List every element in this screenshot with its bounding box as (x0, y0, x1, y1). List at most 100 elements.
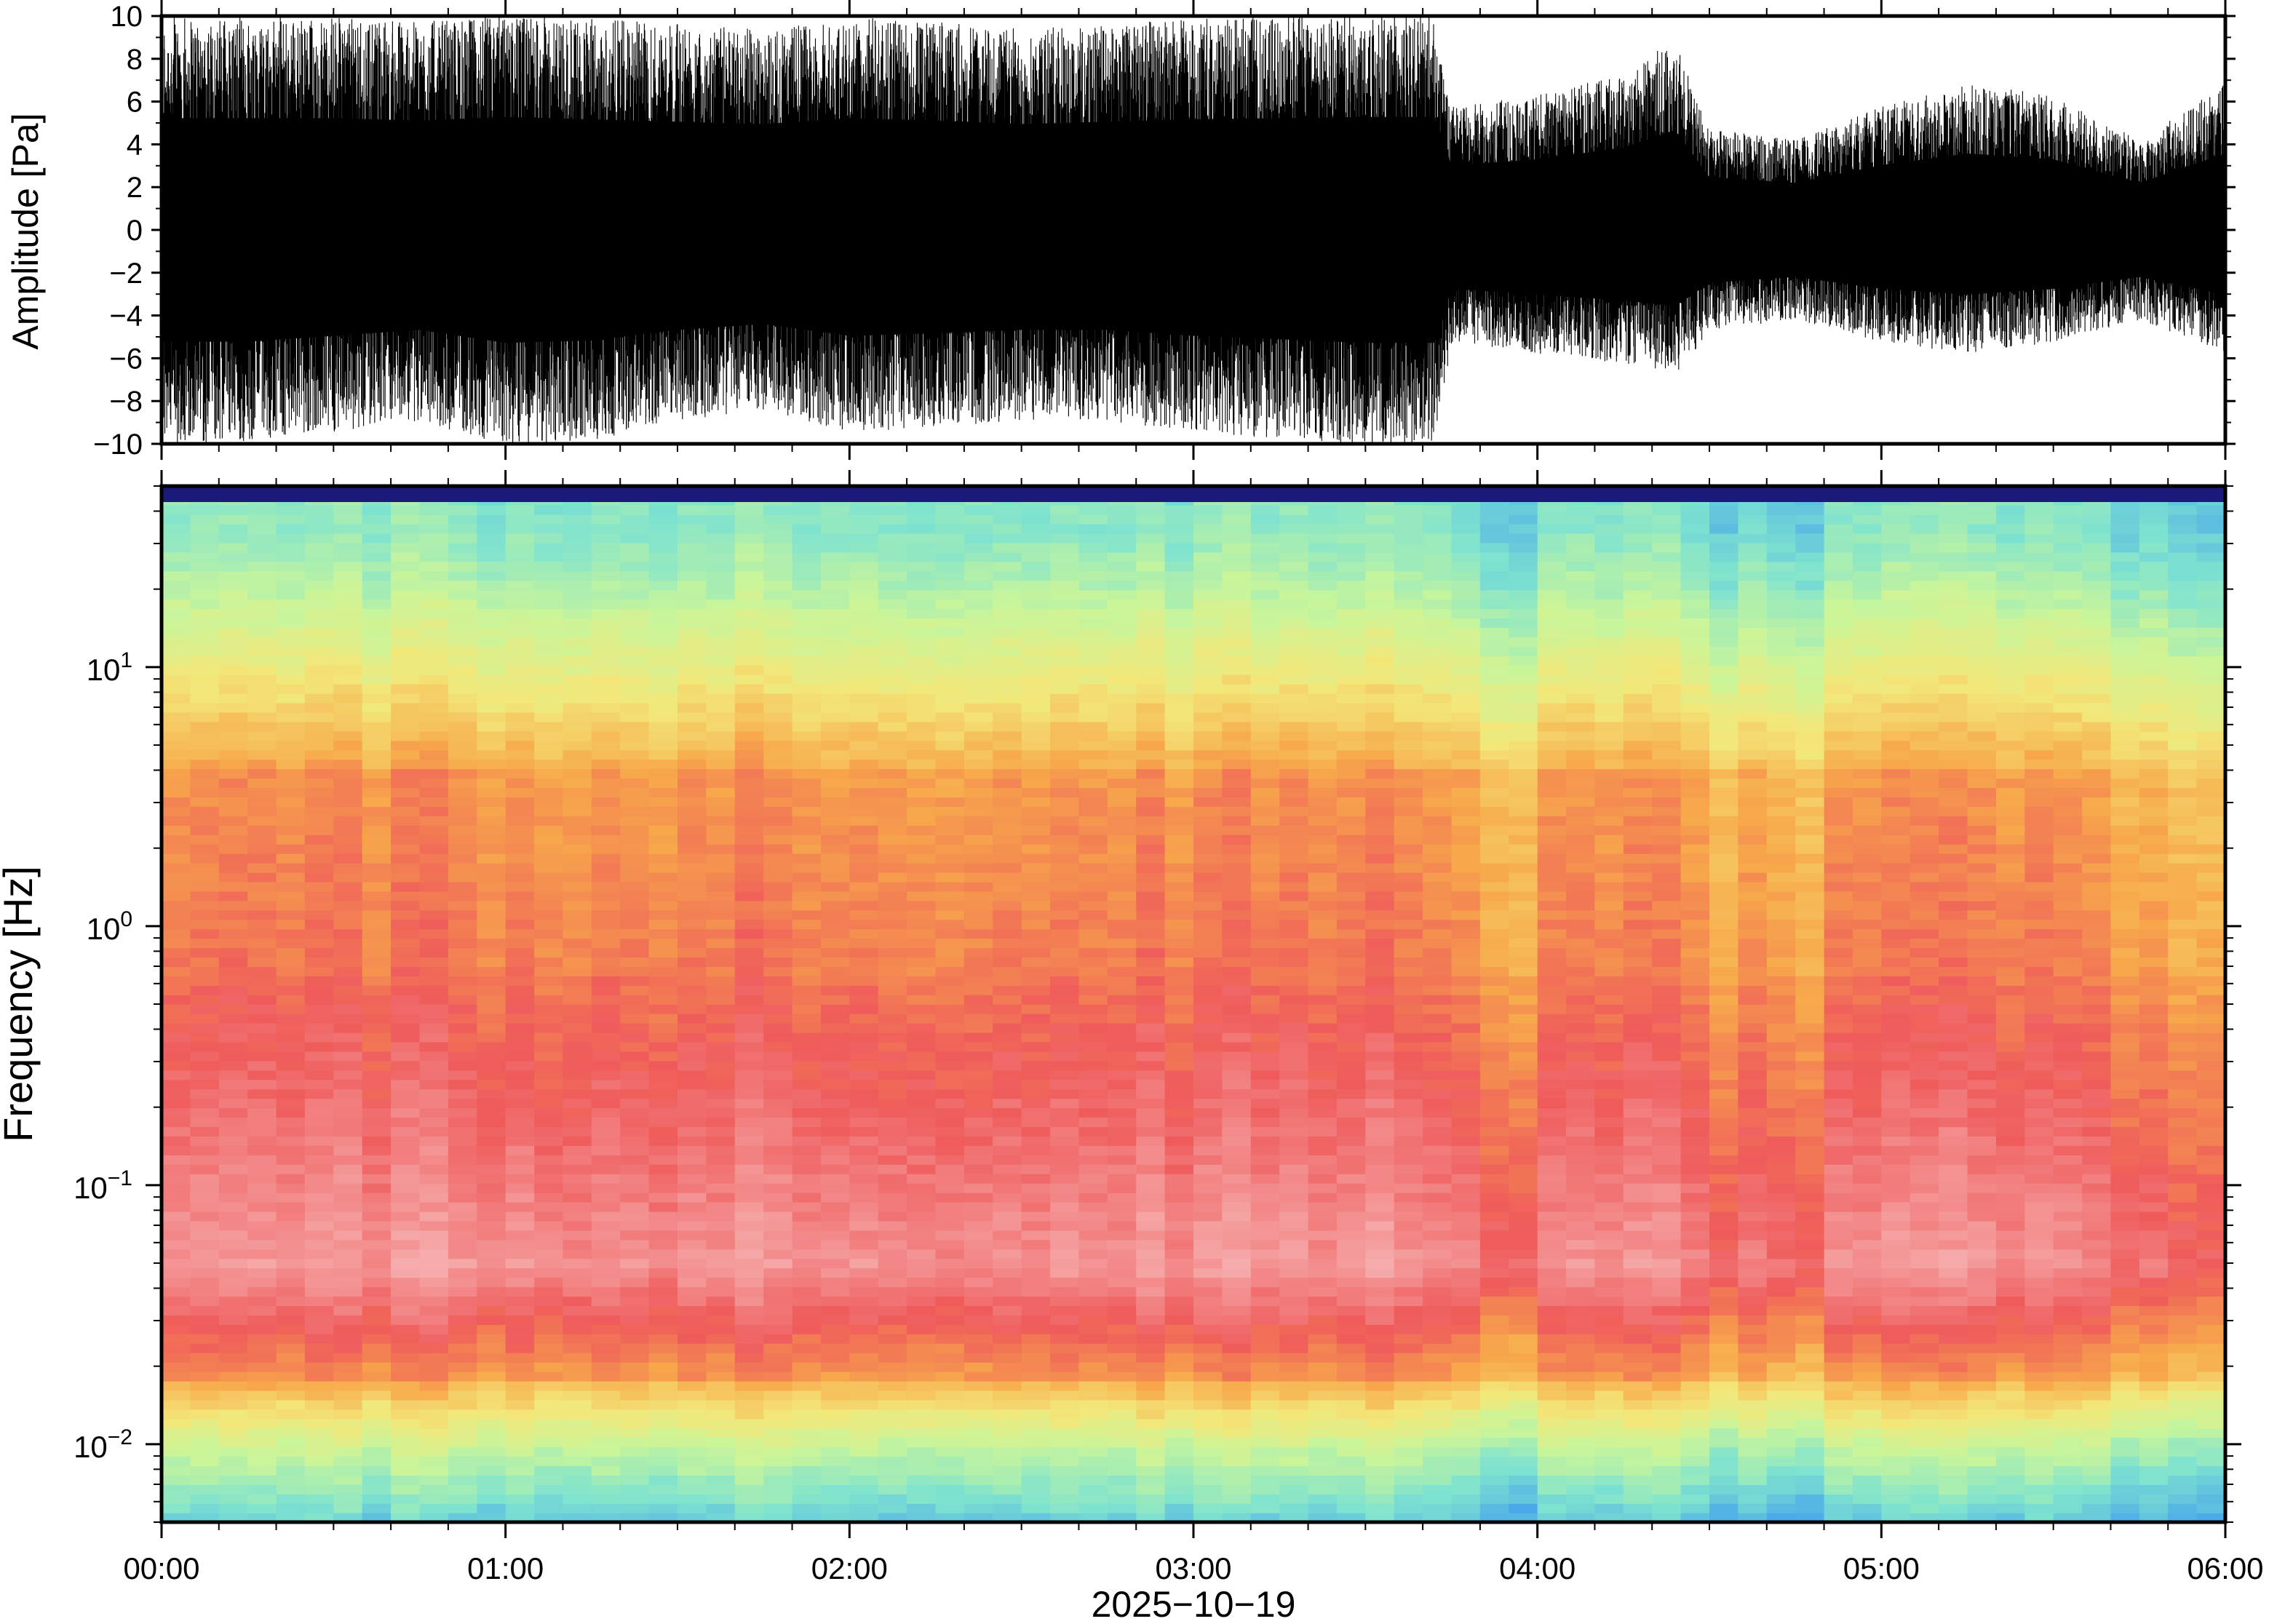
spectrogram-cell (1336, 919, 1367, 930)
spectrogram-cell (362, 909, 392, 920)
spectrogram-cell (820, 759, 851, 770)
spectrogram-cell (477, 835, 506, 845)
spectrogram-cell (1193, 683, 1223, 694)
spectrogram-cell (820, 665, 851, 675)
spectrogram-cell (162, 1164, 191, 1174)
spectrogram-cell (190, 1249, 220, 1259)
spectrogram-cell (1222, 1437, 1252, 1448)
spectrogram-cell (648, 1494, 678, 1504)
spectrogram-cell (648, 938, 678, 949)
spectrogram-cell (534, 1399, 564, 1410)
spectrogram-cell (448, 1296, 478, 1306)
spectrogram-cell (162, 1456, 191, 1467)
spectrogram-cell (362, 928, 392, 939)
spectrogram-cell (1164, 1249, 1194, 1259)
spectrogram-cell (362, 514, 392, 525)
spectrogram-cell (1250, 816, 1280, 826)
spectrogram-cell (1250, 674, 1280, 685)
spectrogram-cell (648, 759, 678, 770)
spectrogram-cell (1193, 1277, 1223, 1288)
spectrogram-cell (1136, 1409, 1166, 1420)
spectrogram-cell (763, 1334, 793, 1344)
spectrogram-cell (792, 1220, 822, 1231)
spectrogram-cell (706, 542, 736, 553)
spectrogram-cell (534, 1126, 564, 1137)
spectrogram-cell (878, 995, 907, 1005)
spectrogram-cell (620, 1136, 650, 1146)
spectrogram-cell (218, 966, 248, 976)
spectrogram-cell (247, 656, 277, 666)
spectrogram-cell (620, 1060, 650, 1071)
spectrogram-cell (190, 1503, 220, 1513)
spectrogram-cell (391, 749, 421, 760)
spectrogram-cell (505, 523, 535, 534)
spectrogram-cell (362, 825, 392, 835)
spectrogram-cell (563, 1249, 592, 1259)
spectrogram-cell (1136, 1277, 1166, 1288)
spectrogram-cell (849, 1117, 879, 1127)
spectrogram-cell (878, 1296, 907, 1306)
spectrogram-cell (505, 637, 535, 647)
spectrogram-cell (276, 693, 306, 704)
spectrogram-cell (534, 1343, 564, 1353)
spectrogram-cell (1250, 1286, 1280, 1297)
spectrogram-cell (391, 1465, 421, 1476)
spectrogram-cell (677, 1475, 707, 1485)
spectrogram-cell (1250, 1079, 1280, 1090)
spectrogram-cell (677, 1494, 707, 1504)
spectrogram-cell (1107, 1192, 1137, 1203)
spectrogram-cell (1107, 1465, 1137, 1476)
spectrogram-cell (734, 1070, 764, 1080)
spectrogram-cell (448, 1484, 478, 1494)
spectrogram-cell (963, 1296, 994, 1306)
spectrogram-cell (162, 1267, 191, 1278)
spectrogram-cell (247, 1032, 277, 1043)
spectrogram-cell (591, 1267, 621, 1278)
spectrogram-cell (419, 533, 449, 544)
spectrogram-cell (820, 1296, 851, 1306)
spectrogram-cell (935, 712, 965, 723)
spectrogram-cell (763, 1192, 793, 1203)
spectrogram-cell (1222, 533, 1252, 544)
spectrogram-cell (648, 1503, 678, 1513)
spectrogram-cell (1279, 862, 1309, 873)
spectrogram-cell (993, 1258, 1022, 1269)
spectrogram-cell (591, 1183, 621, 1193)
spectrogram-cell (1365, 835, 1395, 845)
spectrogram-cell (362, 1513, 392, 1522)
spectrogram-cell (878, 1004, 907, 1014)
spectrogram-cell (648, 768, 678, 779)
spectrogram-cell (677, 1079, 707, 1090)
spectrogram-cell (534, 721, 564, 732)
spectrogram-cell (1394, 947, 1423, 958)
spectrogram-cell (534, 1286, 564, 1297)
spectrogram-cell (591, 909, 621, 920)
spectrogram-cell (591, 1371, 621, 1382)
spectrogram-cell (963, 1136, 994, 1146)
spectrogram-cell (1308, 1315, 1338, 1325)
spectrogram-cell (677, 693, 707, 704)
spectrogram-cell (505, 985, 535, 995)
spectrogram-cell (734, 637, 764, 647)
spectrogram-cell (1394, 589, 1423, 600)
spectrogram-cell (849, 1136, 879, 1146)
spectrogram-cell (792, 806, 822, 816)
spectrogram-cell (1394, 1418, 1423, 1429)
spectrogram-cell (734, 1475, 764, 1485)
spectrogram-cell (591, 1277, 621, 1288)
spectrogram-cell (620, 1409, 650, 1420)
spectrogram-cell (304, 1239, 335, 1250)
spectrogram-cell (1021, 891, 1051, 901)
spectrogram-cell (247, 1249, 277, 1259)
spectrogram-cell (820, 1343, 851, 1353)
spectrogram-cell (648, 1390, 678, 1401)
spectrogram-cell (534, 561, 564, 572)
spectrogram-cell (734, 1484, 764, 1494)
spectrogram-cell (505, 1446, 535, 1457)
spectrogram-cell (878, 1437, 907, 1448)
spectrogram-cell (1250, 853, 1280, 864)
spectrogram-cell (1365, 825, 1395, 835)
spectrogram-cell (247, 1201, 277, 1212)
spectrogram-cell (276, 580, 306, 591)
spectrogram-cell (1078, 1361, 1108, 1372)
